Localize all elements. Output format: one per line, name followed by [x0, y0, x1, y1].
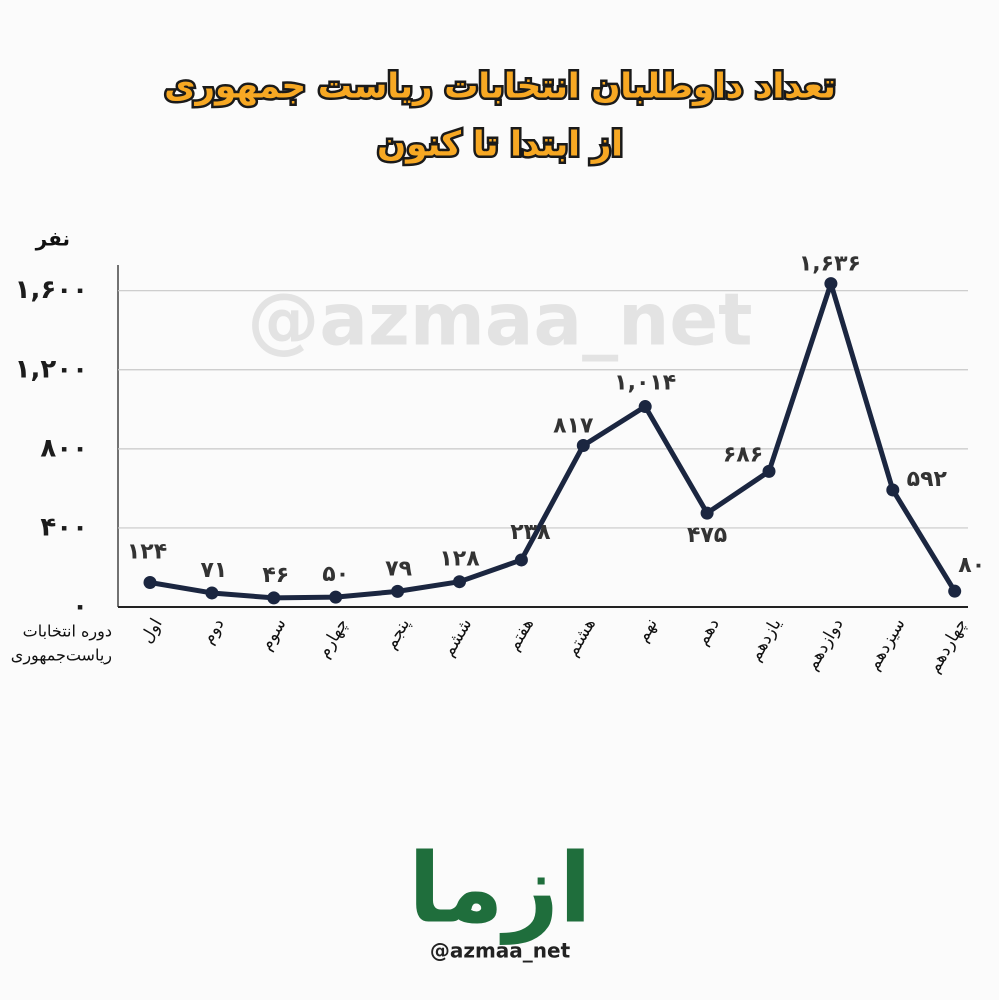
x-tick-label: ششم: [438, 615, 476, 660]
point: [453, 575, 466, 589]
point: [762, 464, 776, 478]
point: [514, 553, 528, 567]
y-axis-label: نفر: [35, 227, 70, 251]
x-tick-label: هفتم: [504, 615, 538, 654]
value-label: ۸۱۷: [553, 413, 594, 438]
value-label: ۱۲۸: [439, 547, 480, 572]
x-tick-label: سوم: [256, 615, 290, 654]
x-tick-label: دوم: [198, 615, 228, 648]
x-tick-label: اول: [137, 615, 167, 647]
x-tick-label: نهم: [633, 615, 662, 646]
value-label: ۴۷۵: [687, 523, 727, 548]
point: [824, 277, 838, 291]
value-label: ۵۰: [322, 562, 349, 587]
value-label: ۱,۶۳۶: [799, 252, 861, 277]
line: [149, 281, 957, 601]
x-axis-label: ریاست‌جمهوری: [11, 646, 112, 666]
point: [391, 584, 405, 598]
x-tick-label: چهاردهم: [924, 615, 971, 677]
point: [205, 586, 219, 600]
x-tick-label: سیزدهم: [864, 615, 910, 674]
x-tick-label: دوازدهم: [802, 615, 848, 674]
value-label: ۷۹: [385, 556, 412, 581]
point: [700, 506, 714, 520]
point: [886, 483, 900, 497]
x-tick-label: پنجم: [381, 615, 415, 653]
y-tick-label: ۸۰۰: [40, 433, 88, 463]
x-tick-label: دهم: [693, 615, 724, 649]
chart-subtitle: از ابتدا تا کنون: [377, 125, 623, 165]
x-tick-label: یازدهم: [745, 615, 785, 665]
x-tick-label: هشتم: [562, 615, 600, 660]
value-label: ۱,۰۱۴: [614, 371, 676, 396]
point: [143, 575, 157, 589]
chart-title: تعداد داوطلبان انتخابات ریاست جمهوری: [164, 67, 835, 107]
value-label: ۶۸۶: [723, 442, 763, 467]
watermark: @azmaa_net: [247, 278, 752, 362]
x-axis-label: دوره انتخابات: [23, 622, 112, 642]
value-label: ۷۱: [200, 558, 227, 583]
value-label: ۵۹۲: [907, 467, 948, 492]
value-label: ۴۶: [262, 563, 289, 588]
logo: ازما: [408, 832, 592, 944]
value-label: ۸۰: [958, 553, 985, 578]
point: [948, 584, 962, 598]
y-tick-label: ۴۰۰: [40, 512, 88, 542]
y-tick-label: ۰: [72, 592, 88, 622]
y-tick-label: ۱,۶۰۰: [15, 275, 88, 305]
point: [576, 438, 590, 452]
point: [329, 590, 343, 604]
x-tick-label: چهارم: [314, 615, 352, 662]
handle: @azmaa_net: [430, 939, 571, 963]
value-label: ۲۳۸: [510, 520, 551, 545]
point: [267, 591, 281, 605]
y-tick-label: ۱,۲۰۰: [15, 354, 88, 384]
value-label: ۱۲۴: [127, 539, 167, 564]
point: [638, 400, 652, 414]
